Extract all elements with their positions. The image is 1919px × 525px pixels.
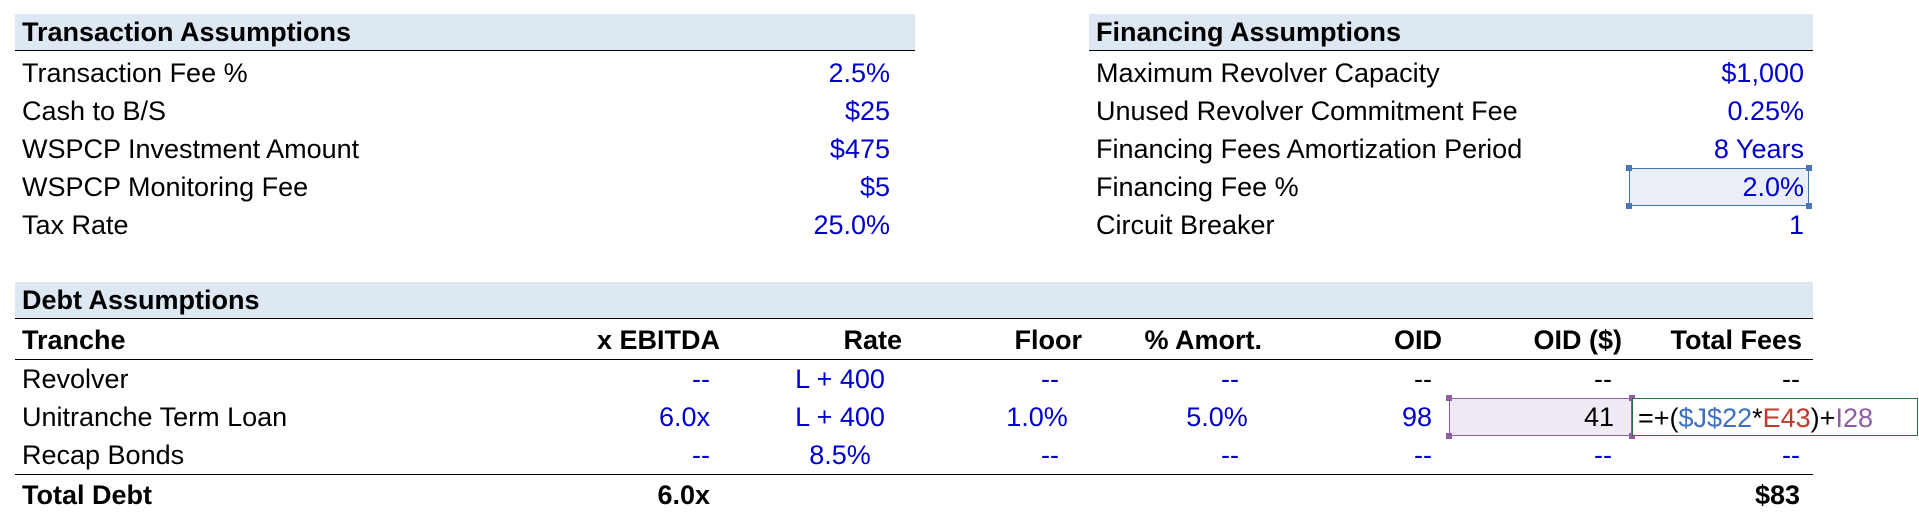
- cell-handle-icon[interactable]: [1626, 165, 1632, 171]
- cash-to-bs-value[interactable]: $25: [844, 96, 890, 126]
- transaction-row[interactable]: WSPCP Investment Amount $475: [0, 130, 910, 168]
- unused-revolver-fee-value[interactable]: 0.25%: [1727, 96, 1804, 126]
- formula-operator: *: [1752, 403, 1763, 433]
- debt-assumptions-header: Debt Assumptions: [15, 282, 1813, 319]
- table-row[interactable]: Recap Bonds -- 8.5% -- -- -- -- --: [0, 436, 1919, 474]
- tax-rate-label: Tax Rate: [22, 210, 129, 240]
- recap-bonds-total-fees[interactable]: --: [1782, 440, 1800, 470]
- amort-header: % Amort.: [1144, 325, 1262, 355]
- transaction-assumptions-title: Transaction Assumptions: [22, 17, 352, 47]
- cell-handle-icon[interactable]: [1626, 203, 1632, 209]
- rate-header: Rate: [843, 325, 902, 355]
- financing-row[interactable]: Financing Fee % 2.0%: [1074, 165, 1812, 209]
- revolver-label: Revolver: [22, 364, 129, 394]
- formula-ref-e43: E43: [1762, 403, 1811, 433]
- total-topline: [15, 474, 1813, 475]
- unitranche-ebitda[interactable]: 6.0x: [658, 402, 710, 432]
- ebitda-header: x EBITDA: [596, 325, 720, 355]
- revolver-amort[interactable]: --: [1221, 364, 1239, 394]
- financing-fee-selected-cell[interactable]: [1626, 165, 1812, 209]
- cell-handle-icon[interactable]: [1446, 433, 1452, 439]
- oid-header: OID: [1393, 325, 1442, 355]
- recap-bonds-oid[interactable]: --: [1414, 440, 1432, 470]
- unitranche-amort[interactable]: 5.0%: [1186, 402, 1248, 432]
- revolver-floor[interactable]: --: [1041, 364, 1059, 394]
- revolver-total-fees[interactable]: --: [1782, 364, 1800, 394]
- table-row[interactable]: Unitranche Term Loan 6.0x L + 400 1.0% 5…: [0, 395, 1919, 439]
- transaction-assumptions-header: Transaction Assumptions: [15, 14, 915, 51]
- floor-header: Floor: [1014, 325, 1083, 355]
- recap-bonds-label: Recap Bonds: [22, 440, 185, 470]
- formula-prefix: =+(: [1638, 403, 1679, 433]
- debt-column-headers: Tranche x EBITDA Rate Floor % Amort. OID…: [0, 321, 1919, 359]
- revolver-rate[interactable]: L + 400: [795, 364, 885, 394]
- tax-rate-value[interactable]: 25.0%: [813, 210, 890, 240]
- transaction-fee-value[interactable]: 2.5%: [828, 58, 890, 88]
- recap-bonds-floor[interactable]: --: [1041, 440, 1059, 470]
- total-debt-label: Total Debt: [22, 480, 152, 510]
- financing-assumptions-header: Financing Assumptions: [1089, 14, 1813, 51]
- circuit-breaker-value[interactable]: 1: [1788, 210, 1804, 240]
- cell-handle-icon[interactable]: [1446, 395, 1452, 401]
- cell-handle-icon[interactable]: [1629, 433, 1635, 439]
- unitranche-rate[interactable]: L + 400: [795, 402, 885, 432]
- recap-bonds-amort[interactable]: --: [1221, 440, 1239, 470]
- cell-handle-icon[interactable]: [1806, 165, 1812, 171]
- circuit-breaker-label: Circuit Breaker: [1096, 210, 1275, 240]
- recap-bonds-rate[interactable]: 8.5%: [809, 440, 871, 470]
- unitranche-oid[interactable]: 98: [1401, 402, 1432, 432]
- max-revolver-label: Maximum Revolver Capacity: [1096, 58, 1440, 88]
- header-underline: [15, 359, 1813, 360]
- unused-revolver-fee-label: Unused Revolver Commitment Fee: [1096, 96, 1518, 126]
- amortization-period-value[interactable]: 8 Years: [1713, 134, 1804, 164]
- financing-row[interactable]: Circuit Breaker 1: [1074, 206, 1804, 244]
- oid-dollar-header: OID ($): [1533, 325, 1622, 355]
- unitranche-oid-dollar[interactable]: 41: [1583, 402, 1614, 432]
- table-row[interactable]: Revolver -- L + 400 -- -- -- -- --: [0, 360, 1919, 398]
- formula-edit-cell[interactable]: =+($J$22*E43)+I28: [1632, 398, 1918, 436]
- transaction-fee-label: Transaction Fee %: [22, 58, 248, 88]
- total-fees-header: Total Fees: [1670, 325, 1802, 355]
- financing-fee-label: Financing Fee %: [1096, 172, 1299, 202]
- revolver-ebitda[interactable]: --: [692, 364, 710, 394]
- transaction-row[interactable]: Transaction Fee % 2.5%: [0, 54, 910, 92]
- recap-bonds-oid-dollar[interactable]: --: [1594, 440, 1612, 470]
- transaction-row[interactable]: Cash to B/S $25: [0, 92, 910, 130]
- financing-row[interactable]: Maximum Revolver Capacity $1,000: [1074, 54, 1804, 92]
- total-debt-ebitda[interactable]: 6.0x: [657, 480, 710, 510]
- unitranche-floor[interactable]: 1.0%: [1006, 402, 1068, 432]
- cell-handle-icon[interactable]: [1806, 203, 1812, 209]
- max-revolver-value[interactable]: $1,000: [1721, 58, 1804, 88]
- financing-row[interactable]: Unused Revolver Commitment Fee 0.25%: [1074, 92, 1804, 130]
- wspcp-investment-label: WSPCP Investment Amount: [22, 134, 360, 164]
- wspcp-monitoring-value[interactable]: $5: [859, 172, 890, 202]
- formula-ref-j22: $J$22: [1678, 403, 1753, 433]
- formula-mid: )+: [1810, 403, 1836, 433]
- financing-assumptions-title: Financing Assumptions: [1096, 17, 1402, 47]
- wspcp-investment-value[interactable]: $475: [829, 134, 890, 164]
- revolver-oid[interactable]: --: [1414, 364, 1432, 394]
- tranche-header: Tranche: [22, 325, 126, 355]
- revolver-oid-dollar[interactable]: --: [1594, 364, 1612, 394]
- transaction-row[interactable]: WSPCP Monitoring Fee $5: [0, 168, 910, 206]
- amortization-period-label: Financing Fees Amortization Period: [1096, 134, 1523, 164]
- recap-bonds-ebitda[interactable]: --: [692, 440, 710, 470]
- financing-fee-value[interactable]: 2.0%: [1742, 172, 1804, 202]
- oid-dollar-referenced-cell[interactable]: [1446, 395, 1635, 439]
- total-debt-row[interactable]: Total Debt 6.0x $83: [0, 476, 1919, 514]
- financing-row[interactable]: Financing Fees Amortization Period 8 Yea…: [1074, 130, 1804, 168]
- wspcp-monitoring-label: WSPCP Monitoring Fee: [22, 172, 309, 202]
- unitranche-label: Unitranche Term Loan: [22, 402, 288, 432]
- debt-assumptions-title: Debt Assumptions: [22, 285, 260, 315]
- transaction-row[interactable]: Tax Rate 25.0%: [0, 206, 910, 244]
- total-debt-fees[interactable]: $83: [1754, 480, 1800, 510]
- formula-ref-i28: I28: [1835, 403, 1873, 433]
- cash-to-bs-label: Cash to B/S: [22, 96, 167, 126]
